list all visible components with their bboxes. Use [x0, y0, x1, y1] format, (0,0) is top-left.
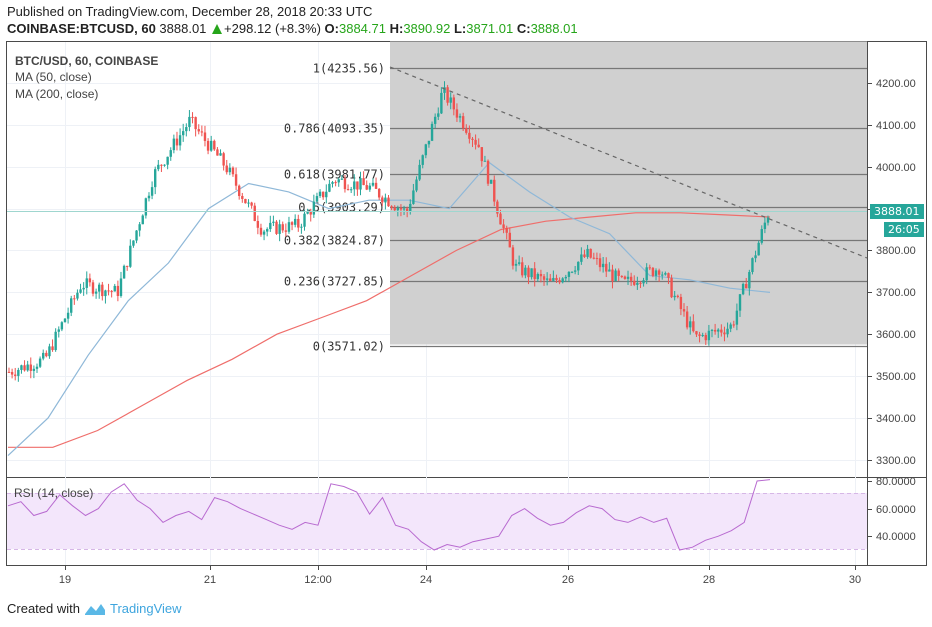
tradingview-logo-icon — [84, 603, 105, 615]
svg-text:3600.00: 3600.00 — [876, 329, 916, 341]
svg-text:3800.00: 3800.00 — [876, 245, 916, 257]
svg-text:1(4235.56): 1(4235.56) — [313, 62, 385, 76]
svg-text:28: 28 — [703, 574, 715, 586]
svg-text:40.0000: 40.0000 — [876, 531, 916, 543]
svg-text:0.786(4093.35): 0.786(4093.35) — [284, 122, 385, 136]
close-label: C: — [516, 21, 531, 36]
rsi-line — [7, 479, 771, 551]
low-value: 3871.01 — [466, 21, 514, 36]
symbol-label: COINBASE:BTCUSD, 60 — [7, 21, 156, 36]
low-label: L: — [453, 21, 467, 36]
svg-text:4200.00: 4200.00 — [876, 78, 916, 90]
svg-text:3700.00: 3700.00 — [876, 287, 916, 299]
svg-text:3300.00: 3300.00 — [876, 455, 916, 467]
bar-countdown-tag: 26:05 — [884, 222, 924, 237]
fibonacci-zone — [390, 41, 867, 345]
candlesticks — [7, 81, 770, 382]
up-arrow-icon — [212, 24, 223, 34]
svg-text:60.0000: 60.0000 — [876, 504, 916, 516]
price-change: +298.12 (+8.3%) — [224, 21, 321, 36]
tradingview-brand-link[interactable]: TradingView — [109, 601, 182, 616]
svg-text:3500.00: 3500.00 — [876, 371, 916, 383]
rsi-axis[interactable]: 40.0000 60.0000 80.0000 — [867, 476, 916, 543]
svg-text:0.236(3727.85): 0.236(3727.85) — [284, 275, 385, 289]
legend-rsi[interactable]: RSI (14, close) — [14, 486, 94, 500]
fibonacci-levels: 1(4235.56) 0.786(4093.35) 0.618(3981.77) 0.… — [284, 62, 867, 354]
last-price: 3888.01 — [159, 21, 207, 36]
svg-text:4000.00: 4000.00 — [876, 162, 916, 174]
chart-legend-title: BTC/USD, 60, COINBASE — [15, 54, 159, 68]
ma200-line — [8, 212, 771, 448]
symbol-ohlc-line: COINBASE:BTCUSD, 60 3888.01 +298.12 (+8.… — [7, 21, 578, 36]
svg-text:0(3571.02): 0(3571.02) — [313, 340, 385, 354]
svg-text:4100.00: 4100.00 — [876, 120, 916, 132]
svg-text:0.382(3824.87): 0.382(3824.87) — [284, 234, 385, 248]
legend-ma200[interactable]: MA (200, close) — [15, 87, 99, 101]
svg-text:24: 24 — [420, 574, 432, 586]
trendline[interactable] — [389, 66, 868, 259]
svg-text:26: 26 — [562, 574, 574, 586]
legend-ma50[interactable]: MA (50, close) — [15, 70, 92, 84]
svg-text:19: 19 — [59, 574, 71, 586]
price-axis[interactable]: 3300.00 3400.00 3500.00 3600.00 3700.00 3800.… — [867, 78, 916, 467]
svg-text:21: 21 — [204, 574, 216, 586]
svg-text:80.0000: 80.0000 — [876, 476, 916, 488]
last-price-tag: 3888.01 — [870, 204, 924, 219]
open-value: 3884.71 — [338, 21, 386, 36]
close-value: 3888.01 — [530, 21, 578, 36]
time-axis[interactable]: 19 21 12:00 24 26 28 30 — [59, 566, 861, 586]
high-label: H: — [389, 21, 404, 36]
svg-text:3400.00: 3400.00 — [876, 413, 916, 425]
rsi-band — [7, 493, 867, 549]
open-label: O: — [324, 21, 339, 36]
high-value: 3890.92 — [403, 21, 451, 36]
footer: Created with TradingView — [7, 601, 182, 616]
published-line: Published on TradingView.com, December 2… — [7, 4, 373, 19]
svg-text:30: 30 — [849, 574, 861, 586]
svg-text:12:00: 12:00 — [304, 574, 332, 586]
created-with-label: Created with — [7, 601, 80, 616]
svg-text:0.618(3981.77): 0.618(3981.77) — [284, 168, 385, 182]
